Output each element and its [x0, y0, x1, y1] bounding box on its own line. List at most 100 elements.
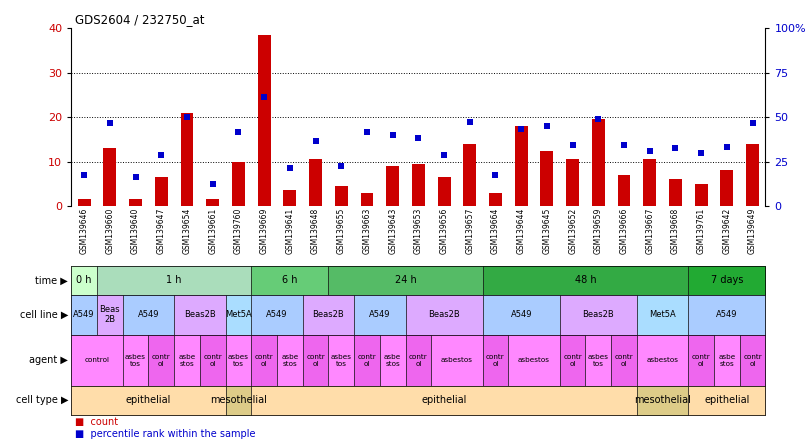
Bar	[207, 199, 220, 206]
Bar	[643, 159, 656, 206]
Text: asbe
stos: asbe stos	[178, 354, 195, 367]
Text: GSM139645: GSM139645	[543, 208, 552, 254]
Text: A549: A549	[138, 310, 159, 319]
Text: asbe
stos: asbe stos	[281, 354, 298, 367]
Point	[104, 120, 117, 127]
Bar	[386, 166, 399, 206]
Text: GSM139652: GSM139652	[568, 208, 577, 254]
Bar	[129, 199, 142, 206]
Text: GSM139664: GSM139664	[491, 208, 500, 254]
Text: GSM139760: GSM139760	[234, 208, 243, 254]
Point	[720, 143, 733, 150]
Bar	[309, 159, 322, 206]
Text: GSM139642: GSM139642	[723, 208, 731, 254]
Bar	[258, 35, 271, 206]
Bar	[463, 144, 476, 206]
Text: ■  percentile rank within the sample: ■ percentile rank within the sample	[75, 429, 256, 439]
Text: GDS2604 / 232750_at: GDS2604 / 232750_at	[75, 13, 205, 26]
Text: contr
ol: contr ol	[152, 354, 171, 367]
Text: 7 days: 7 days	[710, 275, 743, 285]
Text: contr
ol: contr ol	[409, 354, 428, 367]
Text: 48 h: 48 h	[574, 275, 596, 285]
Text: contr
ol: contr ol	[203, 354, 222, 367]
Point	[566, 141, 579, 148]
Text: contr
ol: contr ol	[563, 354, 582, 367]
Text: GSM139663: GSM139663	[362, 208, 372, 254]
Text: asbestos: asbestos	[518, 357, 550, 363]
Bar	[437, 177, 450, 206]
Text: asbe
stos: asbe stos	[718, 354, 735, 367]
Text: GSM139655: GSM139655	[337, 208, 346, 254]
Text: time ▶: time ▶	[36, 275, 68, 285]
Text: GSM139761: GSM139761	[697, 208, 706, 254]
Bar	[489, 193, 502, 206]
Text: 0 h: 0 h	[76, 275, 92, 285]
Text: A549: A549	[510, 310, 532, 319]
Text: asbestos: asbestos	[646, 357, 679, 363]
Bar	[592, 119, 605, 206]
Point	[284, 164, 296, 171]
Text: A549: A549	[369, 310, 390, 319]
Text: contr
ol: contr ol	[306, 354, 325, 367]
Text: GSM139669: GSM139669	[259, 208, 269, 254]
Text: contr
ol: contr ol	[692, 354, 710, 367]
Bar	[746, 144, 759, 206]
Text: Beas2B: Beas2B	[582, 310, 614, 319]
Text: epithelial: epithelial	[704, 395, 749, 405]
Bar	[284, 190, 296, 206]
Bar	[412, 164, 424, 206]
Text: mesothelial: mesothelial	[634, 395, 691, 405]
Text: GSM139640: GSM139640	[131, 208, 140, 254]
Bar	[181, 113, 194, 206]
Point	[155, 152, 168, 159]
Text: contr
ol: contr ol	[615, 354, 633, 367]
Text: A549: A549	[74, 310, 95, 319]
Text: agent ▶: agent ▶	[29, 355, 68, 365]
Point	[489, 171, 502, 178]
Text: control: control	[84, 357, 109, 363]
Text: GSM139667: GSM139667	[646, 208, 654, 254]
Point	[643, 147, 656, 155]
Text: ■  count: ■ count	[75, 417, 118, 427]
Bar	[360, 193, 373, 206]
Text: cell line ▶: cell line ▶	[19, 310, 68, 320]
Text: epithelial: epithelial	[421, 395, 467, 405]
Point	[181, 114, 194, 121]
Text: GSM139666: GSM139666	[620, 208, 629, 254]
Bar	[695, 184, 708, 206]
Point	[129, 173, 142, 180]
Point	[309, 138, 322, 145]
Text: GSM139644: GSM139644	[517, 208, 526, 254]
Bar	[335, 186, 347, 206]
Point	[386, 131, 399, 139]
Text: asbestos: asbestos	[441, 357, 473, 363]
Text: asbes
tos: asbes tos	[330, 354, 352, 367]
Point	[592, 115, 605, 123]
Bar	[669, 179, 682, 206]
Bar	[104, 148, 117, 206]
Point	[669, 145, 682, 152]
Text: GSM139657: GSM139657	[465, 208, 475, 254]
Point	[232, 129, 245, 136]
Text: Beas
2B: Beas 2B	[100, 305, 120, 325]
Bar	[540, 151, 553, 206]
Point	[695, 149, 708, 156]
Text: GSM139643: GSM139643	[388, 208, 397, 254]
Point	[617, 141, 630, 148]
Point	[746, 120, 759, 127]
Text: A549: A549	[716, 310, 738, 319]
Text: GSM139648: GSM139648	[311, 208, 320, 254]
Text: Met5A: Met5A	[650, 310, 676, 319]
Text: contr
ol: contr ol	[486, 354, 505, 367]
Text: contr
ol: contr ol	[357, 354, 377, 367]
Bar	[78, 199, 91, 206]
Text: 6 h: 6 h	[282, 275, 297, 285]
Bar	[155, 177, 168, 206]
Text: GSM139660: GSM139660	[105, 208, 114, 254]
Bar	[566, 159, 579, 206]
Text: A549: A549	[266, 310, 288, 319]
Text: asbes
tos: asbes tos	[228, 354, 249, 367]
Text: epithelial: epithelial	[126, 395, 171, 405]
Text: GSM139653: GSM139653	[414, 208, 423, 254]
Text: asbes
tos: asbes tos	[588, 354, 609, 367]
